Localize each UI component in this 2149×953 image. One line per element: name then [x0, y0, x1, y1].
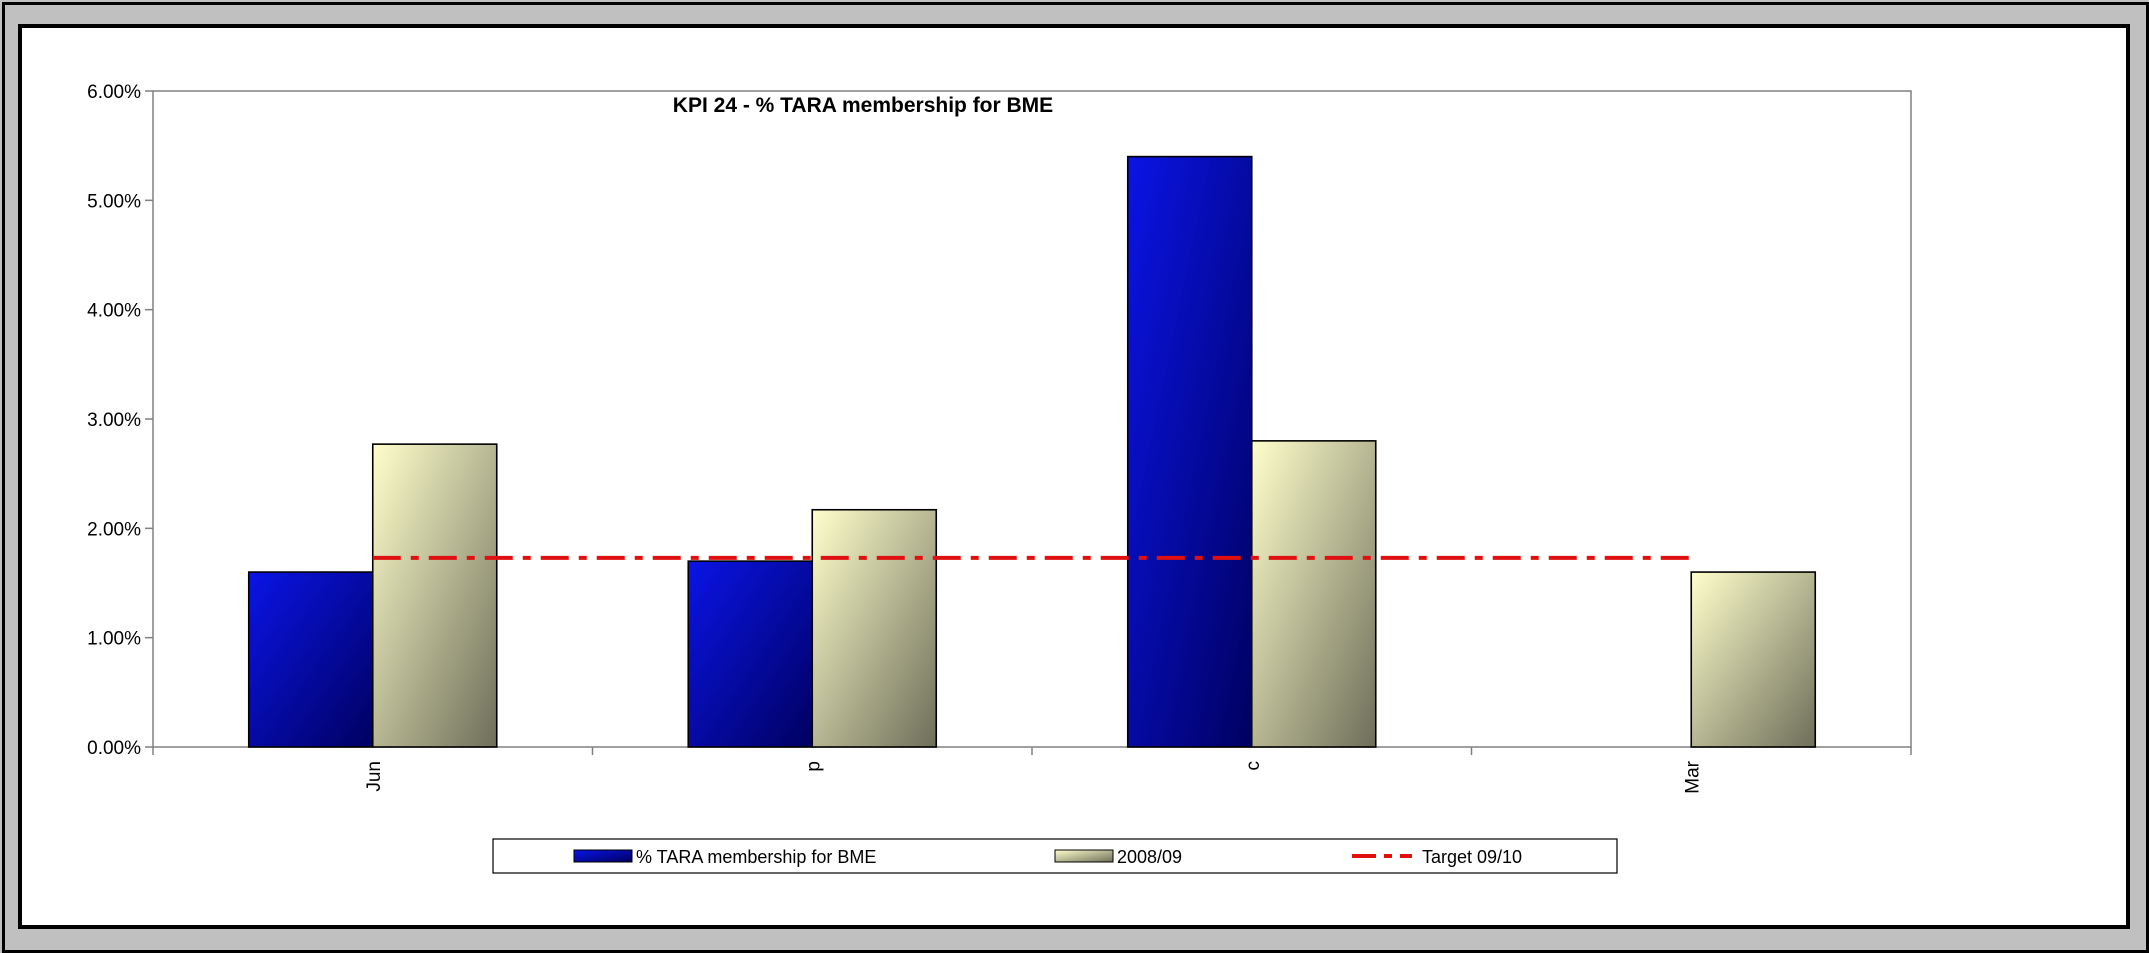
y-tick-label: 6.00% [87, 82, 141, 103]
chart-panel: 0.00% 1.00% 2.00% 3.00% 4.00% 5.00% 6.00% Jun p c… [18, 24, 2130, 929]
legend-swatch-series2 [1054, 849, 1114, 863]
legend-label-target: Target 09/10 [1422, 847, 1522, 867]
bar-series1 [687, 560, 814, 748]
bar-series1 [1126, 155, 1253, 748]
y-tick-label: 1.00% [87, 629, 141, 650]
x-tick-label: p [803, 761, 824, 772]
y-tick-label: 5.00% [87, 191, 141, 212]
legend-label-series2: 2008/09 [1117, 847, 1182, 867]
chart-title: KPI 24 - % TARA membership for BME [673, 94, 1053, 117]
bar-series2 [1250, 440, 1377, 748]
y-tick-label: 4.00% [87, 301, 141, 322]
x-tick-label: Mar [1682, 760, 1703, 793]
x-tick-label: Jun [364, 761, 385, 792]
bar-series2 [371, 443, 498, 748]
y-tick-label: 3.00% [87, 410, 141, 431]
bar-series2 [1690, 571, 1817, 748]
bar-series1 [247, 571, 374, 748]
y-tick-label: 2.00% [87, 519, 141, 540]
x-tick-label: c [1243, 761, 1264, 771]
bar-series2 [811, 508, 938, 748]
legend-swatch-series1 [573, 849, 633, 863]
chart-svg: 0.00% 1.00% 2.00% 3.00% 4.00% 5.00% 6.00% Jun p c… [87, 82, 1912, 874]
y-tick-label: 0.00% [87, 738, 141, 759]
legend-label-series1: % TARA membership for BME [636, 847, 876, 867]
